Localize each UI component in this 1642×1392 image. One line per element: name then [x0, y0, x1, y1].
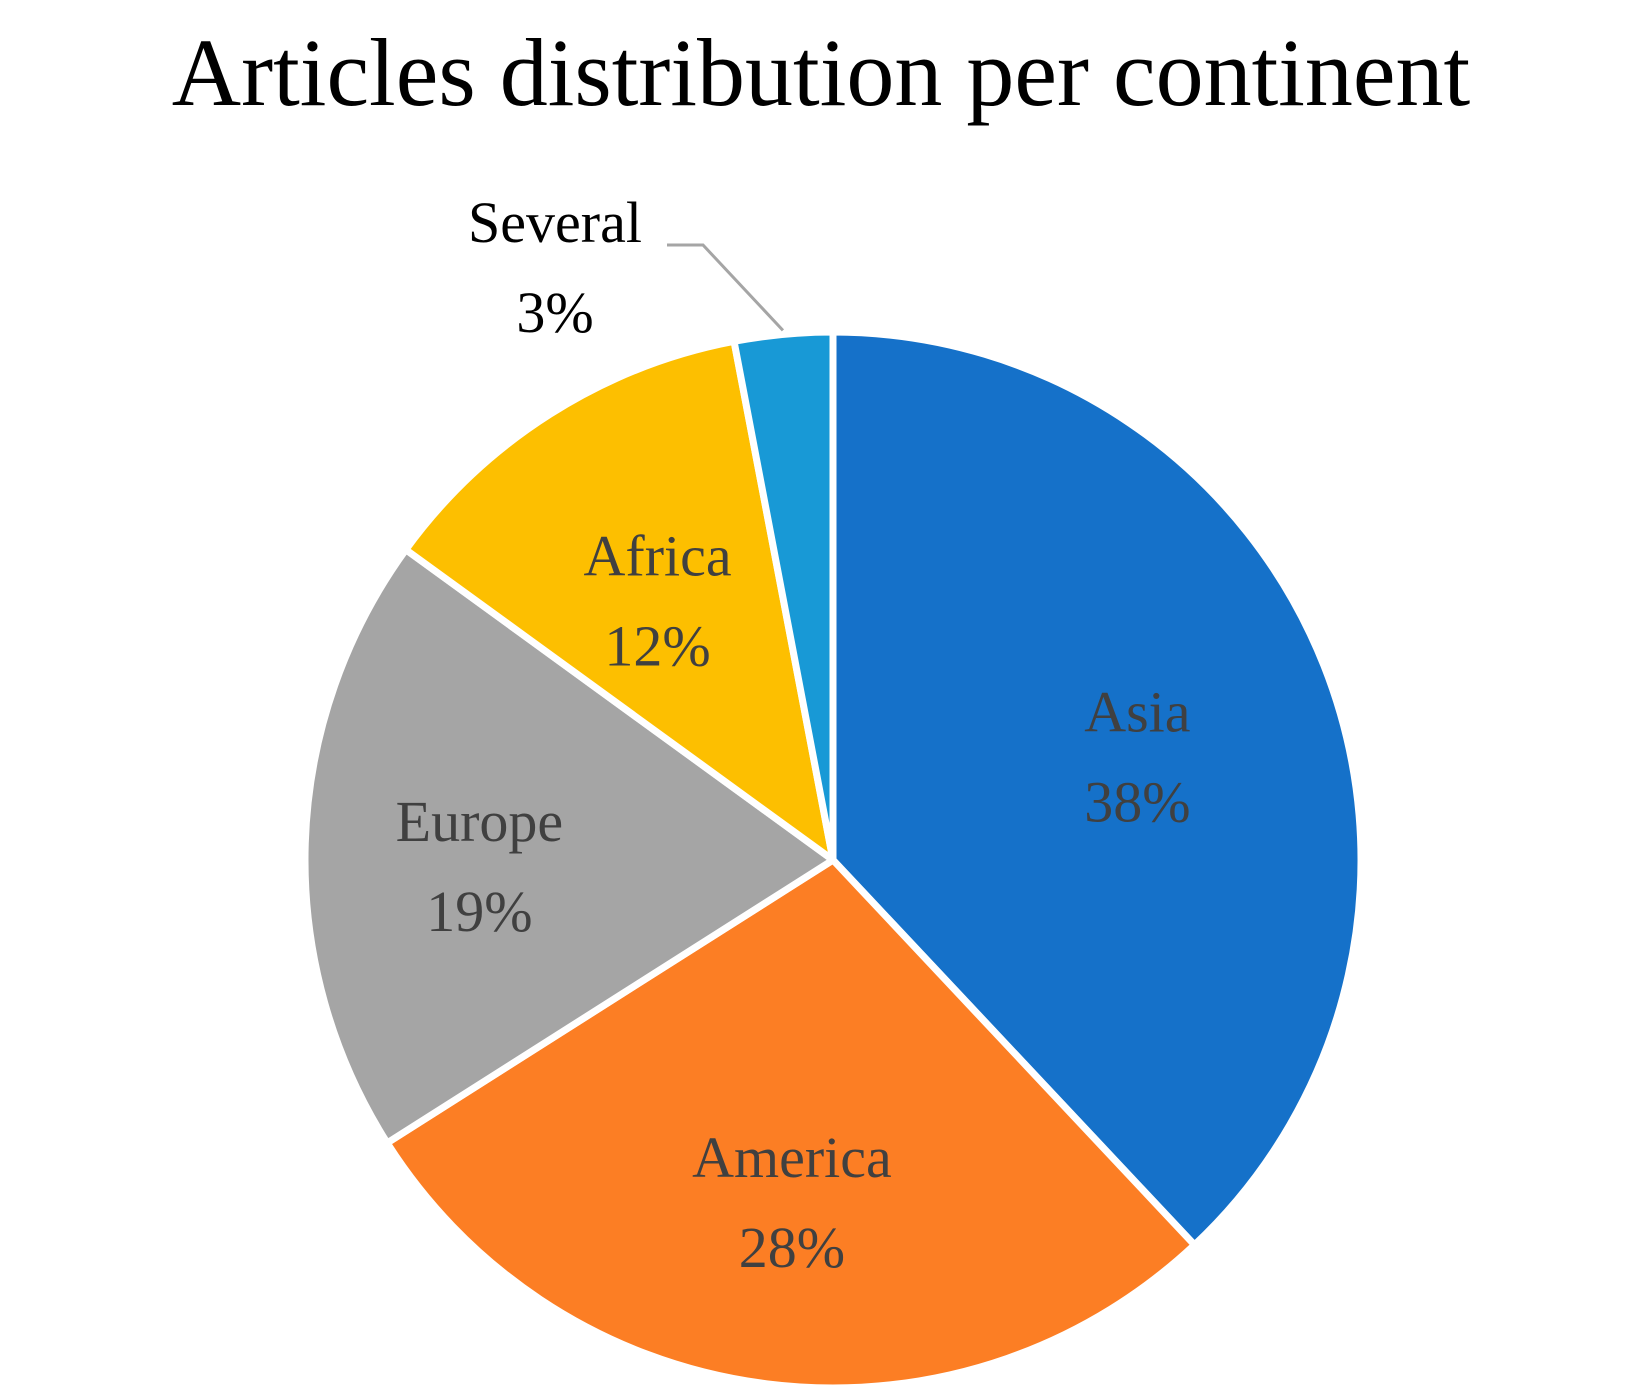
pie-slice-america — [383, 856, 1198, 1392]
slice-label-america: America — [692, 1125, 892, 1190]
slice-label-europe: Europe — [396, 789, 564, 854]
slice-label-several: Several — [468, 190, 642, 255]
slice-label-asia: Asia — [1084, 679, 1190, 744]
leader-lines — [667, 243, 785, 332]
pie-slice-africa — [402, 337, 837, 864]
pie-slice-several — [730, 328, 837, 864]
slice-value-europe: 19% — [426, 879, 532, 944]
slice-value-africa: 12% — [604, 614, 710, 679]
slice-value-several: 3% — [516, 280, 593, 345]
slice-labels: Asia 38% America 28% Europe 19% Africa 12% Sever… — [396, 190, 1191, 1280]
pie-slices — [301, 328, 1365, 1392]
pie-slice-asia — [829, 328, 1365, 1249]
leader-line-several — [667, 243, 785, 332]
slice-value-asia: 38% — [1084, 769, 1190, 834]
slice-value-america: 28% — [739, 1215, 845, 1280]
slice-label-africa: Africa — [584, 524, 732, 589]
chart-title: Articles distribution per continent — [171, 19, 1471, 126]
pie-slice-europe — [301, 546, 837, 1147]
